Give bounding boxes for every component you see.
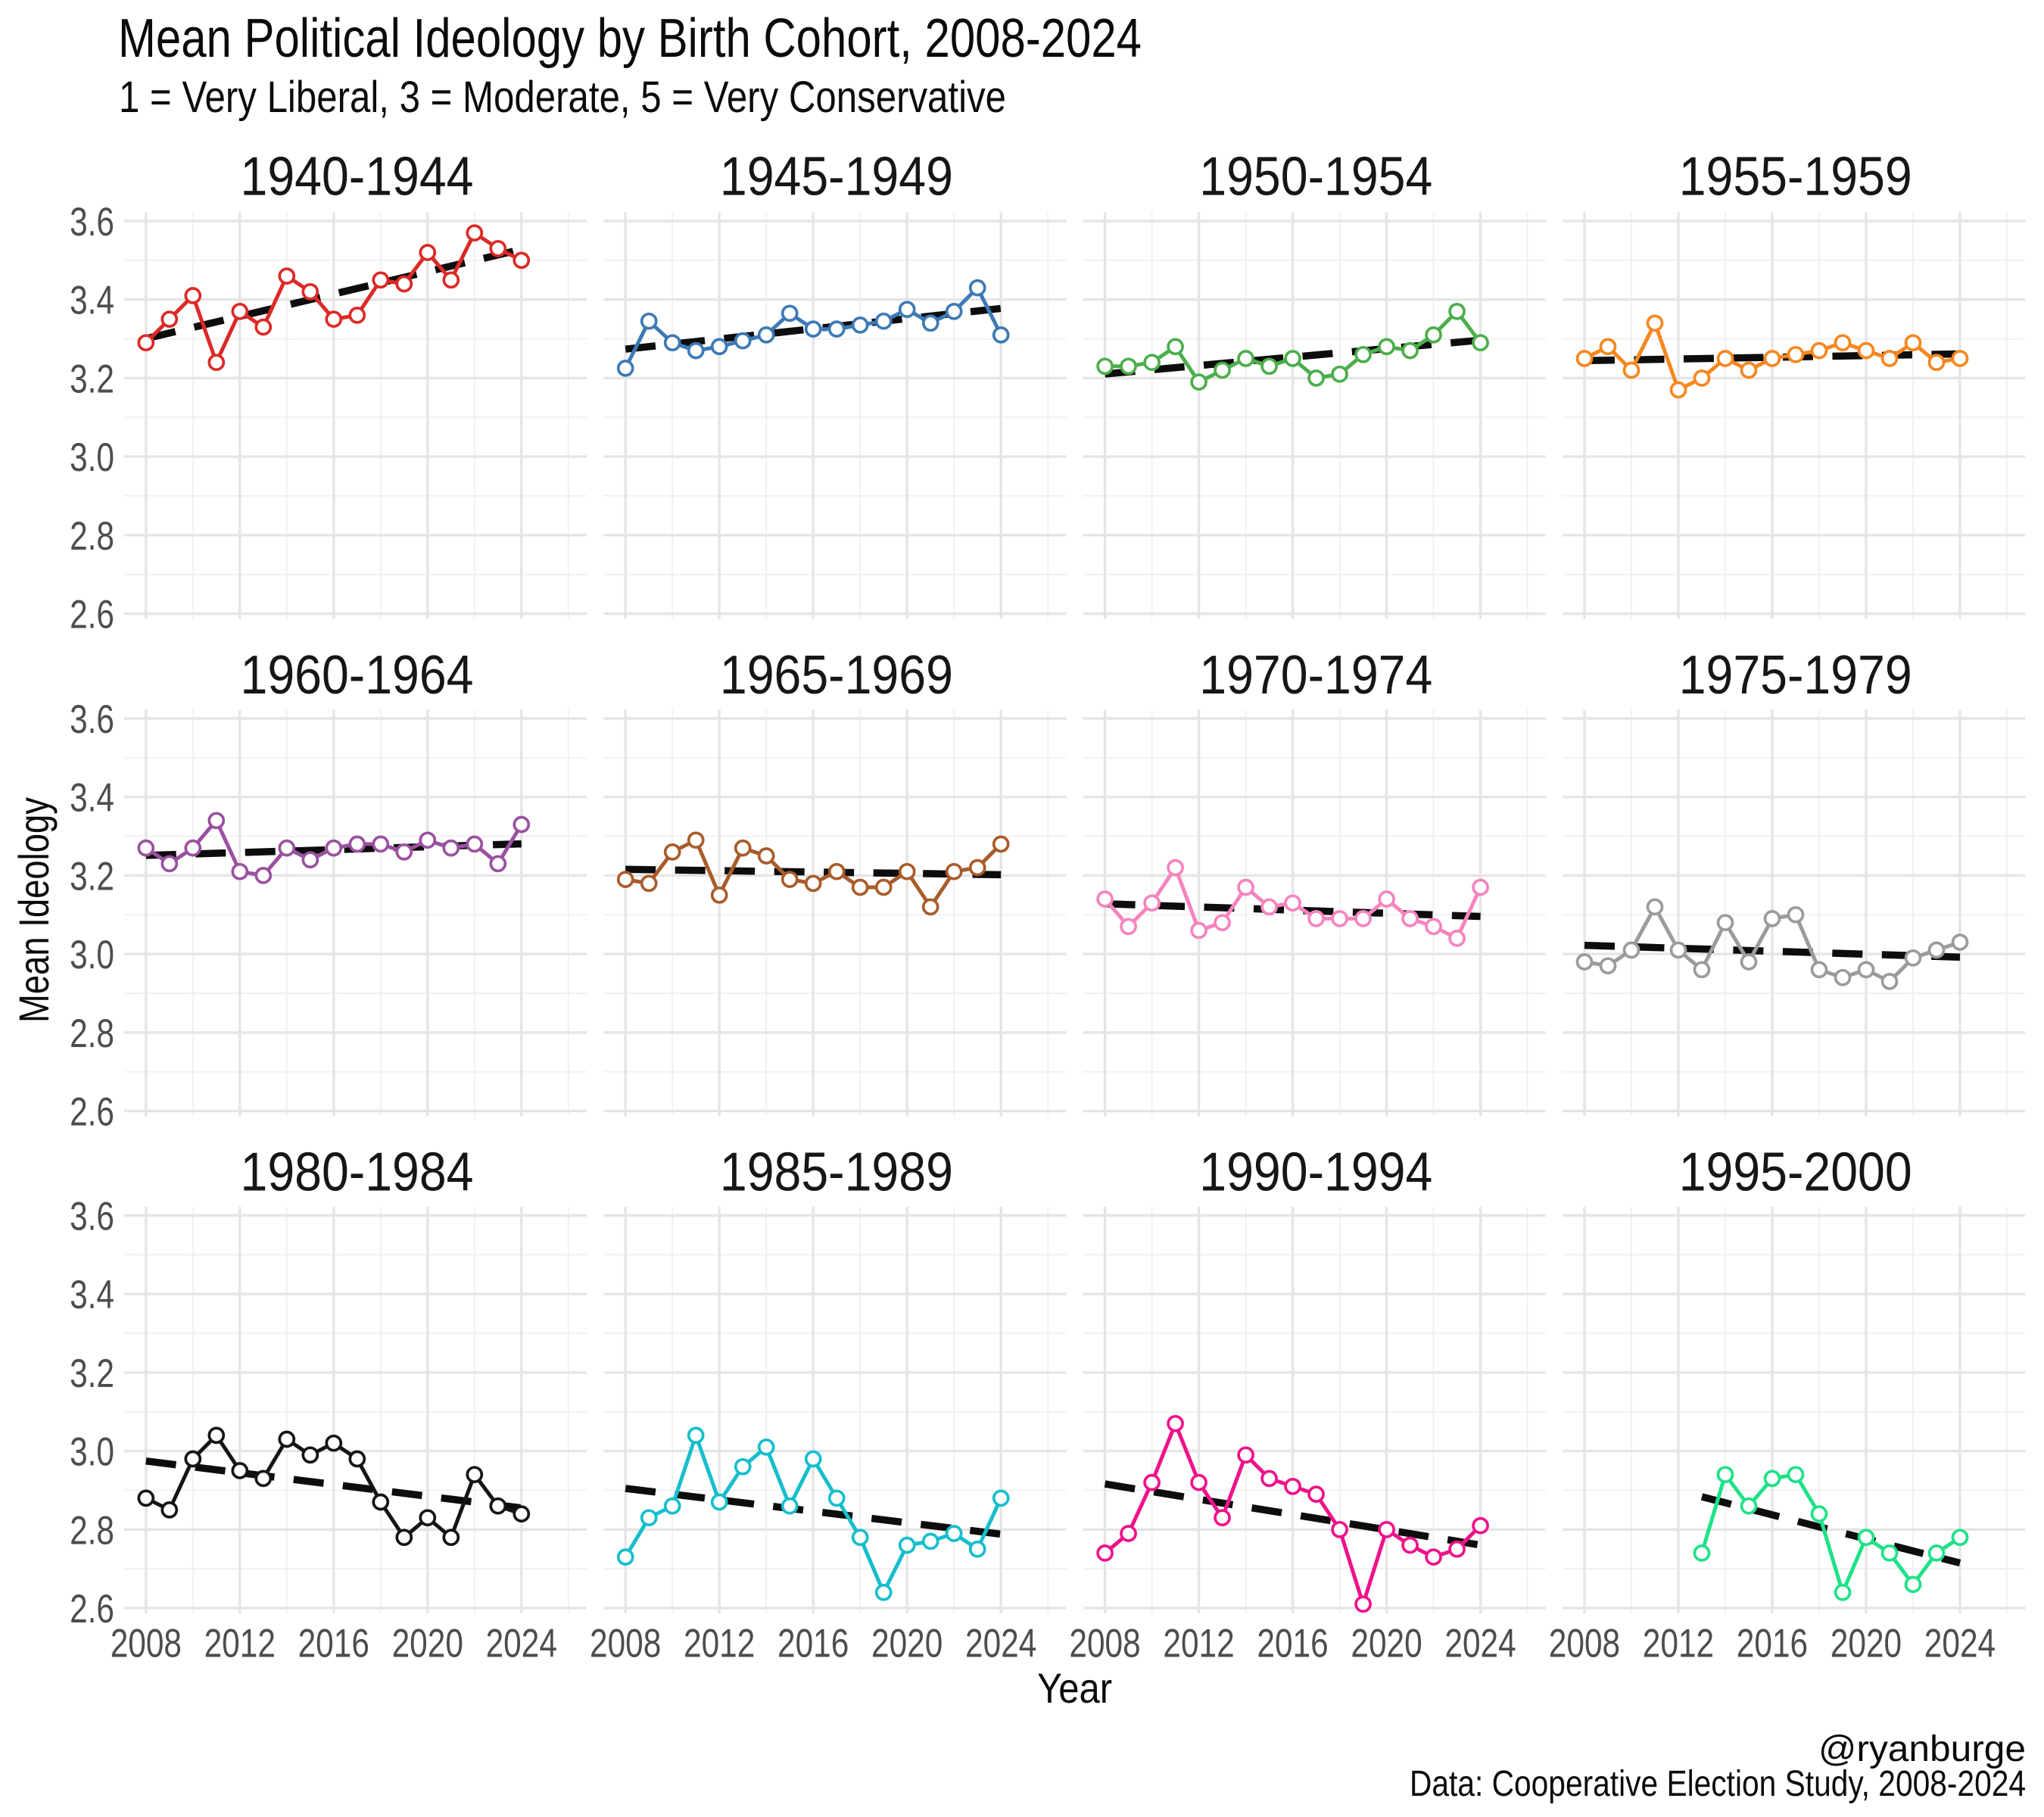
svg-text:2.8: 2.8 xyxy=(70,1011,114,1056)
svg-text:Year: Year xyxy=(1037,1664,1112,1712)
svg-text:3.4: 3.4 xyxy=(70,279,114,323)
svg-text:1945-1949: 1945-1949 xyxy=(720,147,953,207)
svg-text:1 = Very Liberal, 3 = Moderate: 1 = Very Liberal, 3 = Moderate, 5 = Very… xyxy=(119,73,1006,122)
svg-text:Mean Political Ideology by Bir: Mean Political Ideology by Birth Cohort,… xyxy=(118,8,1142,69)
svg-text:3.0: 3.0 xyxy=(70,1430,114,1475)
svg-text:3.6: 3.6 xyxy=(70,697,114,742)
svg-text:1970-1974: 1970-1974 xyxy=(1199,645,1432,706)
svg-text:3.2: 3.2 xyxy=(70,357,114,401)
svg-text:1960-1964: 1960-1964 xyxy=(241,645,474,706)
svg-text:1995-2000: 1995-2000 xyxy=(1679,1142,1912,1203)
svg-text:3.2: 3.2 xyxy=(70,1351,114,1396)
svg-text:2012: 2012 xyxy=(1643,1622,1714,1666)
svg-text:2020: 2020 xyxy=(1831,1622,1902,1666)
svg-text:2024: 2024 xyxy=(1444,1622,1516,1666)
svg-text:3.0: 3.0 xyxy=(70,933,114,977)
svg-text:2.6: 2.6 xyxy=(70,1090,114,1135)
svg-text:3.4: 3.4 xyxy=(70,1273,114,1317)
svg-text:1990-1994: 1990-1994 xyxy=(1199,1142,1432,1203)
svg-text:2024: 2024 xyxy=(486,1622,557,1666)
svg-text:2012: 2012 xyxy=(1163,1622,1234,1666)
svg-text:2020: 2020 xyxy=(1351,1622,1422,1666)
svg-text:2016: 2016 xyxy=(298,1622,369,1666)
svg-text:3.4: 3.4 xyxy=(70,776,114,821)
svg-text:2016: 2016 xyxy=(1737,1622,1808,1666)
svg-text:2.6: 2.6 xyxy=(70,1587,114,1632)
svg-text:2.8: 2.8 xyxy=(70,1508,114,1553)
svg-text:1965-1969: 1965-1969 xyxy=(720,645,953,706)
svg-text:1955-1959: 1955-1959 xyxy=(1679,147,1912,207)
svg-text:3.0: 3.0 xyxy=(70,435,114,480)
svg-text:1950-1954: 1950-1954 xyxy=(1199,147,1432,207)
svg-text:1975-1979: 1975-1979 xyxy=(1679,645,1912,706)
svg-text:2024: 2024 xyxy=(965,1622,1036,1666)
svg-text:Mean Ideology: Mean Ideology xyxy=(10,797,58,1023)
svg-text:2008: 2008 xyxy=(111,1622,182,1666)
svg-text:2012: 2012 xyxy=(684,1622,755,1666)
svg-text:2020: 2020 xyxy=(392,1622,463,1666)
svg-text:Data: Cooperative Election Stu: Data: Cooperative Election Study, 2008-2… xyxy=(1410,1764,2026,1804)
svg-text:2.8: 2.8 xyxy=(70,514,114,559)
svg-text:1940-1944: 1940-1944 xyxy=(241,147,474,207)
svg-text:2008: 2008 xyxy=(1069,1622,1140,1666)
svg-text:3.6: 3.6 xyxy=(70,1195,114,1239)
svg-text:2.6: 2.6 xyxy=(70,593,114,637)
svg-text:1985-1989: 1985-1989 xyxy=(720,1142,953,1203)
svg-text:3.2: 3.2 xyxy=(70,854,114,899)
svg-text:2016: 2016 xyxy=(777,1622,849,1666)
svg-text:2020: 2020 xyxy=(871,1622,943,1666)
svg-text:2024: 2024 xyxy=(1924,1622,1996,1666)
svg-text:1980-1984: 1980-1984 xyxy=(241,1142,474,1203)
svg-text:2016: 2016 xyxy=(1257,1622,1328,1666)
svg-text:2008: 2008 xyxy=(1549,1622,1620,1666)
svg-text:3.6: 3.6 xyxy=(70,200,114,245)
svg-text:2008: 2008 xyxy=(590,1622,661,1666)
svg-text:@ryanburge: @ryanburge xyxy=(1818,1729,2026,1769)
svg-text:2012: 2012 xyxy=(204,1622,276,1666)
